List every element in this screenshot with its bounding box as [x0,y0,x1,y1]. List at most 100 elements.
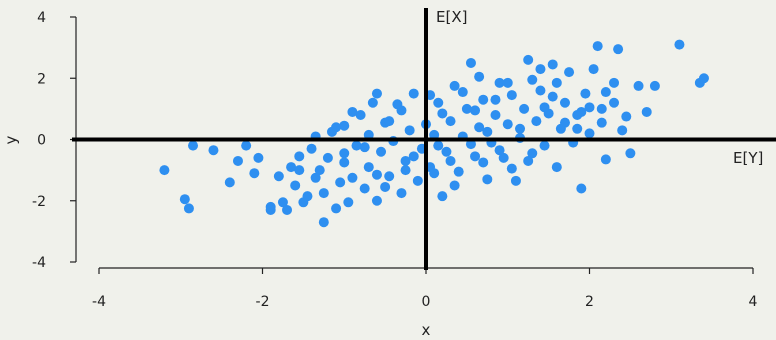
data-point [576,183,587,194]
data-point [531,116,542,127]
data-point [277,197,288,208]
data-point [408,88,419,99]
y-axis-ticks: -4 -2 0 2 4 [32,10,76,271]
data-point [474,71,485,82]
data-point [698,73,709,84]
data-point [527,148,538,159]
data-point [429,129,440,140]
y-axis-title: y [2,135,20,144]
data-point [273,171,284,182]
data-point [465,139,476,150]
data-point [523,54,534,65]
data-point [429,168,440,179]
data-point [384,116,395,127]
data-point [470,105,481,116]
data-point [224,177,235,188]
data-point [384,171,395,182]
data-point [335,177,346,188]
data-point [539,140,550,151]
mean-y-label: E[Y] [733,149,763,167]
data-point [539,102,550,113]
data-point [408,151,419,162]
data-point [527,74,538,85]
data-point [322,152,333,163]
data-point [306,143,317,154]
data-point [609,77,620,88]
data-point [179,194,190,205]
data-point [437,108,448,119]
data-point [359,142,370,153]
data-point [580,88,591,99]
data-point [551,162,562,173]
data-point [584,102,595,113]
data-point [310,172,321,183]
data-point [506,90,517,101]
data-point [502,77,513,88]
data-point [314,165,325,176]
data-point [564,67,575,78]
data-point [249,168,260,179]
data-point [331,203,342,214]
data-point [596,103,607,114]
data-point [600,87,611,98]
data-point [339,148,350,159]
data-point [494,77,505,88]
y-tick-label: 0 [37,133,46,149]
data-point [400,165,411,176]
data-point [617,125,628,136]
data-point [159,165,170,176]
data-point [445,155,456,166]
y-tick-label: -2 [32,194,46,210]
data-point [441,146,452,157]
data-point [318,188,329,199]
data-point [371,195,382,206]
data-point [183,203,194,214]
data-point [265,204,276,215]
points-layer [159,39,709,228]
data-point [592,41,603,52]
data-point [609,97,620,108]
data-point [490,110,501,120]
data-point [576,106,587,117]
data-point [290,180,301,191]
data-point [359,183,370,194]
y-tick-label: -4 [32,255,46,271]
data-point [347,106,358,117]
data-point [457,87,468,98]
data-point [412,175,423,186]
data-point [470,151,481,162]
data-point [396,188,407,199]
data-point [551,77,562,88]
data-point [584,128,595,139]
data-point [282,204,293,215]
data-point [559,117,570,128]
data-point [437,191,448,202]
data-point [523,155,534,166]
data-point [351,140,362,151]
data-point [433,140,444,151]
y-tick-label: 4 [37,10,46,26]
x-tick-label: -4 [92,294,106,310]
data-point [208,145,219,156]
data-point [588,64,599,75]
data-point [478,94,489,105]
data-point [494,145,505,156]
x-tick-label: 0 [422,294,431,310]
data-point [600,154,611,165]
data-point [449,80,460,91]
data-point [380,181,391,192]
data-point [400,155,411,166]
data-point [482,174,493,185]
data-point [506,163,517,174]
data-point [294,165,305,176]
data-point [461,103,472,114]
data-point [343,197,354,208]
data-point [621,111,632,122]
data-point [465,57,476,68]
data-point [510,175,521,186]
data-point [613,44,624,55]
data-point [318,217,329,228]
data-point [294,151,305,162]
x-axis-title: x [422,321,431,339]
